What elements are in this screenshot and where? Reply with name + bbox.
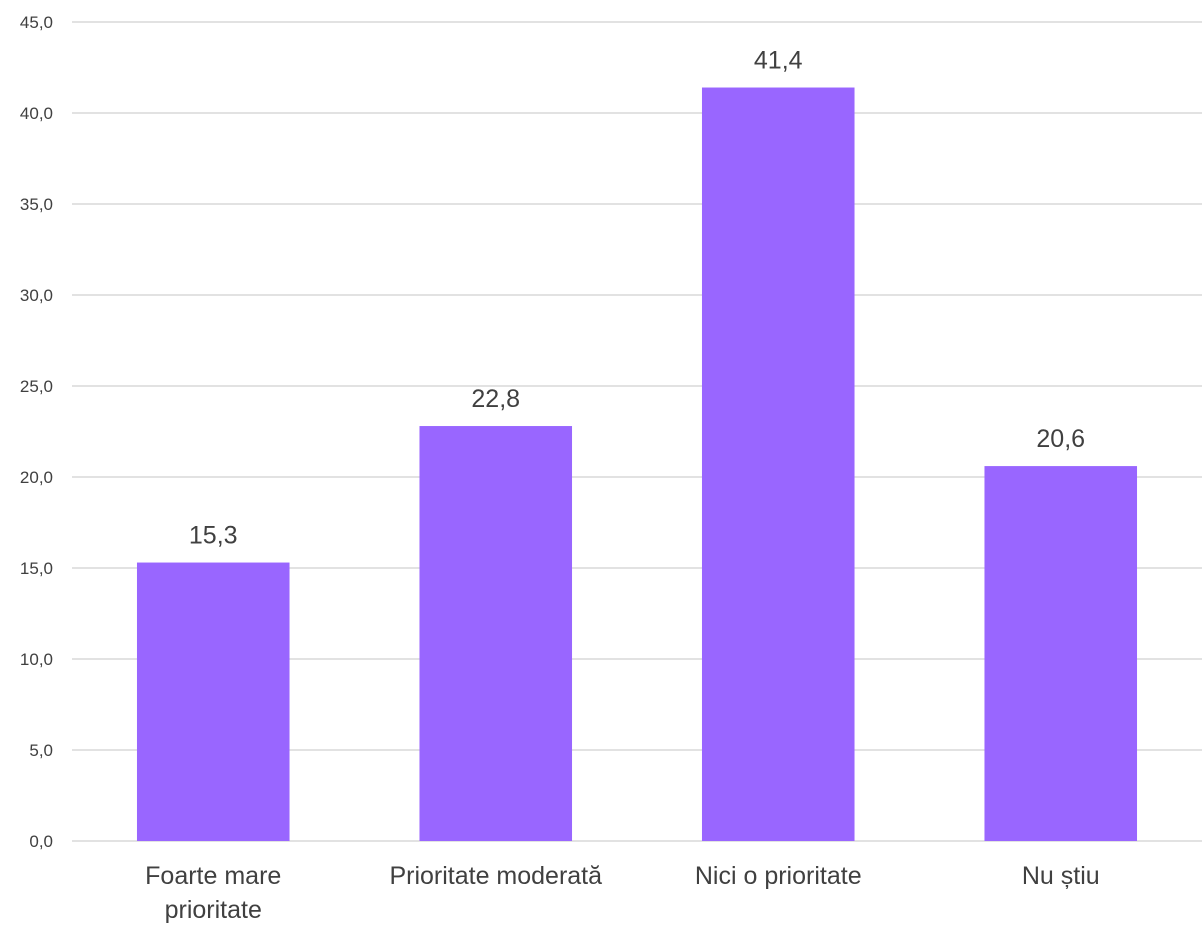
data-label: 15,3	[189, 522, 238, 550]
y-tick-label: 25,0	[20, 377, 53, 396]
bar	[984, 466, 1138, 841]
y-tick-label: 35,0	[20, 195, 53, 214]
data-label: 20,6	[1036, 425, 1085, 453]
y-tick-label: 5,0	[29, 741, 53, 760]
bars	[136, 87, 1138, 841]
bar	[701, 87, 855, 841]
x-axis-category-labels: Foarte mare prioritate Prioritate moderată…	[145, 862, 1099, 924]
data-label: 22,8	[471, 385, 520, 413]
y-tick-label: 0,0	[29, 832, 53, 851]
data-label: 41,4	[754, 47, 803, 75]
x-category-label: Foarte mare prioritate	[145, 862, 281, 924]
data-labels: 15,3 22,8 41,4 20,6	[189, 47, 1085, 550]
y-tick-label: 30,0	[20, 286, 53, 305]
bar	[136, 562, 290, 841]
bar	[419, 426, 573, 841]
x-category-label: Nu știu	[1022, 862, 1100, 890]
y-tick-label: 40,0	[20, 104, 53, 123]
y-tick-label: 15,0	[20, 559, 53, 578]
y-tick-label: 10,0	[20, 650, 53, 669]
y-axis-tick-labels: 0,0 5,0 10,0 15,0 20,0 25,0 30,0 35,0 40,0 45,0	[20, 13, 53, 851]
y-tick-label: 45,0	[20, 13, 53, 32]
x-category-label: Nici o prioritate	[695, 862, 862, 890]
y-tick-label: 20,0	[20, 468, 53, 487]
x-category-label: Prioritate moderată	[389, 862, 602, 890]
